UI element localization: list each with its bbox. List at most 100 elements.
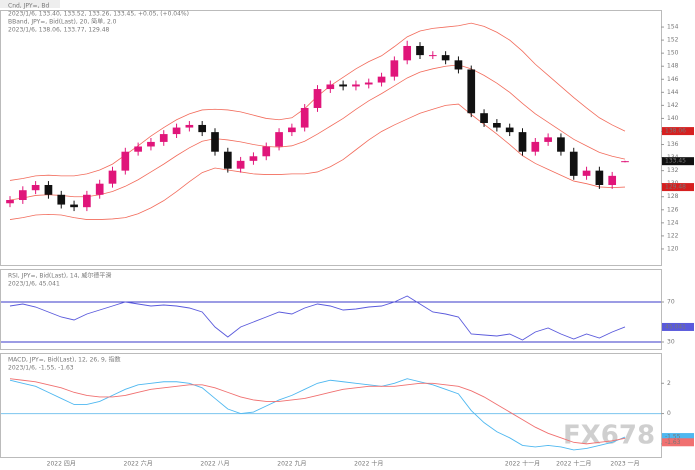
y-tick-label: 148 <box>667 63 679 70</box>
y-tick-label: 136 <box>667 141 679 148</box>
candle-body <box>236 160 245 169</box>
legend-line: RSI, JPY=, Bid(Last), 14, 威尔德平滑 <box>8 272 111 280</box>
candle-body <box>198 124 207 133</box>
y-tick-label: 126 <box>667 206 679 213</box>
candle-body <box>288 127 296 133</box>
value-box-label: -1.63 <box>665 439 681 446</box>
candle-body <box>544 137 552 142</box>
watermark: FX678 <box>563 421 655 451</box>
candle-body <box>582 170 591 176</box>
legend-line: 2023/1/6, -1.55, -1.63 <box>8 365 74 372</box>
candle-body <box>57 194 66 205</box>
legend-line: 2023/1/6, 45.041 <box>8 281 60 288</box>
candle-body <box>467 69 476 114</box>
macd-panel <box>0 353 662 458</box>
y-tick-label: 124 <box>667 219 679 226</box>
candle-body <box>70 204 78 208</box>
candle-body <box>326 84 335 90</box>
candle-body <box>557 137 565 152</box>
top-tab <box>0 0 60 8</box>
candle-body <box>390 60 399 77</box>
value-box <box>662 433 694 442</box>
x-tick-label: 2022 十二月 <box>556 460 591 468</box>
candle-body <box>313 89 322 108</box>
y-tick-label: 30 <box>667 339 675 346</box>
candle-body <box>428 55 437 57</box>
candle-body <box>364 82 373 85</box>
value-box-label: -1.55 <box>665 434 681 441</box>
candle-body <box>262 146 271 157</box>
y-tick-label: 146 <box>667 76 679 83</box>
y-tick-label: 144 <box>667 89 679 96</box>
value-box <box>662 127 694 136</box>
indicator-line <box>9 378 626 451</box>
candle-body <box>108 170 117 184</box>
value-box-label: 133.45 <box>665 158 686 165</box>
x-tick-label: 2022 九月 <box>277 460 306 468</box>
candle-body <box>147 141 155 147</box>
x-tick-label: 2023 一月 <box>610 461 639 468</box>
price-panel <box>0 10 662 266</box>
x-tick-label: 2022 四月 <box>47 461 76 468</box>
value-box-label: 138.06 <box>665 128 686 135</box>
candle-body <box>223 151 232 169</box>
indicator-line <box>9 295 626 341</box>
candle-body <box>211 132 219 152</box>
candle-body <box>300 107 309 128</box>
value-box-label: 45.041 <box>665 323 686 330</box>
x-tick-label: 2022 十一月 <box>505 460 540 468</box>
candle-body <box>608 175 617 185</box>
candle-body <box>31 184 40 191</box>
candle-body <box>275 132 283 147</box>
candle-body <box>454 60 463 70</box>
value-box-label: 129.48 <box>665 184 686 191</box>
bollinger-band <box>9 64 626 201</box>
candle-body <box>403 45 412 61</box>
candle-body <box>95 183 104 195</box>
y-tick-label: 122 <box>667 232 679 239</box>
y-tick-label: 140 <box>667 115 679 122</box>
value-box <box>662 183 694 192</box>
legend-line: 2023/1/6, 133.40, 133.52, 133.26, 133.45… <box>8 11 189 18</box>
value-box <box>662 322 694 331</box>
value-box <box>662 438 694 447</box>
candle-body <box>569 151 578 176</box>
candle-body <box>377 76 386 83</box>
y-tick-label: 0 <box>667 410 671 417</box>
indicator-line <box>9 378 626 445</box>
y-tick-label: 150 <box>667 50 679 57</box>
rsi-panel <box>0 269 662 350</box>
y-tick-label: 142 <box>667 102 679 109</box>
candle-body <box>339 84 347 87</box>
candle-body <box>159 134 168 142</box>
candle-body <box>505 127 514 133</box>
y-tick-label: 128 <box>667 193 679 200</box>
candle-body <box>595 170 604 185</box>
candle-body <box>121 151 130 171</box>
legend-line: 2023/1/6, 138.06, 133.77, 129.48 <box>8 27 110 34</box>
candle-body <box>18 190 27 200</box>
candle-body <box>172 127 181 135</box>
candle-body <box>44 184 53 195</box>
candle-body <box>441 55 450 61</box>
x-tick-label: 2022 八月 <box>200 461 229 468</box>
candle-body <box>531 141 540 152</box>
y-tick-label: 70 <box>667 299 675 306</box>
candle-body <box>185 124 194 128</box>
x-tick-label: 2022 十月 <box>354 460 383 468</box>
candle-body <box>83 194 91 208</box>
y-tick-label: 152 <box>667 37 679 44</box>
candle-body <box>352 84 360 87</box>
candle-body <box>416 45 424 56</box>
candle-body <box>518 132 527 152</box>
candle-body <box>480 113 488 123</box>
candle-body <box>6 200 14 204</box>
legend-line: MACD, JPY=, Bid(Last), 12, 26, 9, 指数 <box>8 356 121 364</box>
candle-body <box>134 146 142 152</box>
candle-body <box>493 122 501 128</box>
y-tick-label: 2 <box>667 380 671 387</box>
x-tick-label: 2022 六月 <box>124 460 153 468</box>
legend-line: BBand, JPY=, Bid(Last), 20, 简单, 2.0 <box>8 18 117 26</box>
